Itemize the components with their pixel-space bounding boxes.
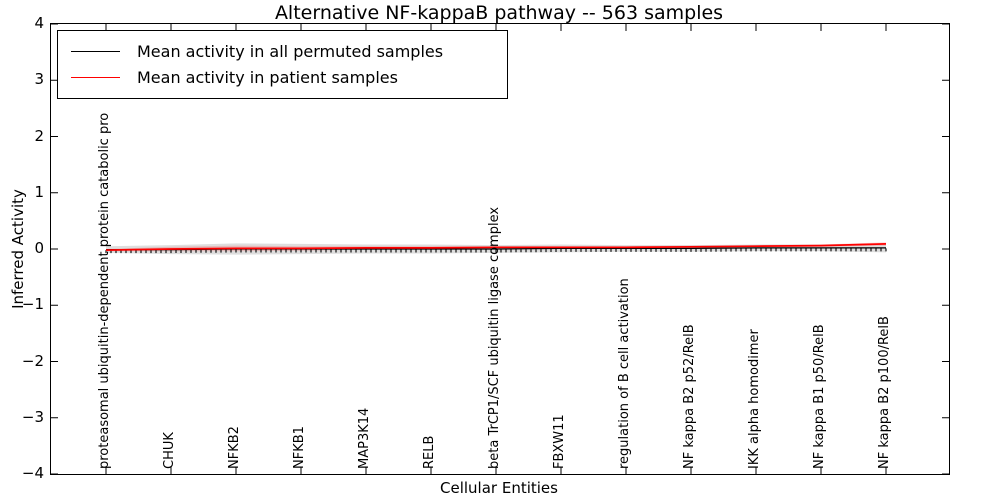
x-tick-label: RELB (422, 435, 437, 469)
y-tick-label: −4 (21, 464, 44, 482)
x-tick-label: FBXW11 (552, 414, 567, 469)
x-tick-label: NFKB2 (227, 426, 242, 469)
y-tick-label: 1 (34, 182, 44, 201)
y-tick-label: 3 (34, 70, 44, 89)
y-tick-label: 0 (34, 239, 44, 257)
y-tick-label: −1 (21, 295, 44, 314)
x-tick-label: regulation of B cell activation (617, 278, 632, 469)
x-tick-label: NF kappa B2 p52/RelB (682, 324, 697, 469)
x-tick-label: MAP3K14 (357, 407, 372, 469)
chart-canvas (51, 24, 949, 474)
x-tick-label: proteasomal ubiquitin-dependent protein … (97, 112, 112, 469)
y-tick-label: −3 (21, 407, 44, 426)
chart-title: Alternative NF-kappaB pathway -- 563 sam… (274, 2, 724, 24)
y-tick-label: 4 (34, 14, 44, 32)
permuted-line-sample-icon (71, 51, 120, 52)
legend-entry-permuted: Mean activity in all permuted samples (71, 42, 507, 61)
x-tick-label: NF kappa B1 p50/RelB (812, 324, 827, 469)
x-tick-label: beta TrCP1/SCF ubiquitin ligase complex (487, 206, 502, 469)
y-tick-label: −2 (21, 351, 44, 370)
x-tick-label: IKK alpha homodimer (747, 329, 762, 469)
y-tick-label: 2 (34, 126, 44, 145)
legend-label: Mean activity in patient samples (137, 68, 398, 87)
legend-box: Mean activity in all permuted samples Me… (57, 30, 508, 99)
x-tick-label: CHUK (162, 432, 177, 469)
patient-line-sample-icon (71, 77, 120, 78)
legend-entry-patient: Mean activity in patient samples (71, 68, 507, 87)
x-tick-label: NF kappa B2 p100/RelB (877, 316, 892, 469)
x-axis-label: Cellular Entities (440, 479, 558, 497)
x-tick-label: NFKB1 (292, 426, 307, 469)
legend-label: Mean activity in all permuted samples (137, 42, 444, 61)
